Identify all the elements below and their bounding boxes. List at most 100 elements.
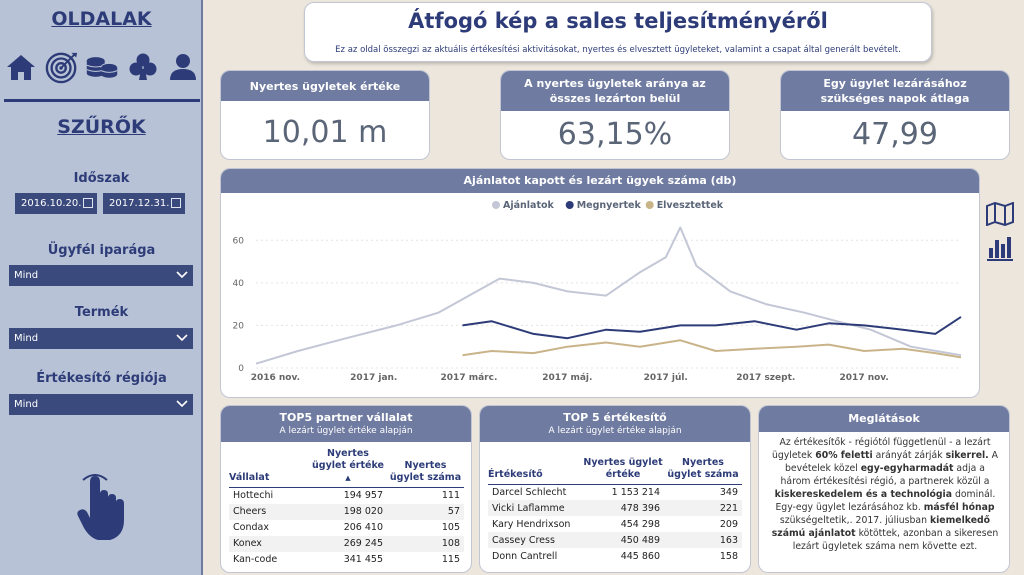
cell-value: 206 410 [343,522,383,533]
region-dropdown[interactable]: Mind [9,394,193,415]
cell-value: 1 153 214 [611,486,660,498]
user-icon[interactable] [166,50,200,84]
home-icon[interactable] [4,50,38,84]
target-icon[interactable] [45,50,79,84]
calendar-icon[interactable] [171,198,181,208]
cell-name: Cassey Cress [488,532,582,548]
cell-count: 115 [441,554,460,565]
cell-name: Darcel Schlecht [492,486,567,498]
chart-card: Ajánlatot kapott és lezárt ügyek száma (… [220,168,980,398]
kpi-value: 63,15% [557,117,673,152]
x-tick-label: 2017 nov. [840,373,889,383]
legend-label: Megnyertek [577,200,642,211]
column-header[interactable]: Nyertes ügylet értéke ▲ [309,448,387,488]
column-header[interactable]: Vállalat [229,448,309,488]
cell-count: 57 [387,503,464,520]
y-tick-label: 20 [233,321,245,331]
column-header[interactable]: Nyertes ügylet értéke [582,448,664,485]
cell-count: 108 [387,535,464,552]
product-dropdown[interactable]: Mind [9,328,193,349]
cell-name: Vicki Laflamme [488,500,582,516]
cell-name: Donn Cantrell [492,550,558,562]
table-row[interactable]: Cassey Cress 450 489 163 [488,532,742,548]
partners-title: TOP5 partner vállalat [279,411,413,424]
insights-card: Meglátások Az értékesítők - régiótól füg… [758,405,1010,573]
cell-value: 445 860 [620,550,660,562]
table-row[interactable]: Kan-code 341 455 115 [229,552,464,568]
partners-subtitle: A lezárt ügylet értéke alapján [279,426,413,436]
cell-value: 341 455 [343,554,383,565]
partners-header: TOP5 partner vállalat A lezárt ügylet ér… [221,406,471,442]
sellers-table: Értékesítő Nyertes ügylet értéke Nyertes… [488,448,742,564]
sellers-header: TOP 5 értékesítő A lezárt ügylet értéke … [480,406,750,442]
kpi-label: Egy ügylet lezárásához szükséges napok á… [781,71,1009,111]
table-row[interactable]: Hottechi 194 957 111 [229,488,464,504]
table-row[interactable]: Condax 206 410 105 [229,520,464,536]
filters-title: SZŰRŐK [57,116,146,138]
cell-count: 105 [441,522,460,533]
x-tick-label: 2017 jan. [350,373,397,383]
series-line [462,316,962,340]
date-from-input[interactable]: 2016.10.20. [15,193,97,214]
cell-count: 349 [719,486,738,498]
chevron-down-icon [176,334,188,342]
period-label: Időszak [73,171,130,186]
legend-label: Ajánlatok [503,200,555,211]
kpi-value: 10,01 m [262,115,388,150]
pages-title: OLDALAK [51,8,152,30]
legend-label: Elvesztettek [657,200,724,211]
series-line [255,226,962,365]
column-header[interactable]: Nyertes ügylet száma [664,448,742,485]
cell-value: 478 396 [582,500,664,516]
y-tick-label: 0 [238,364,244,374]
kpi-value: 47,99 [852,117,938,152]
table-row[interactable]: Donn Cantrell 445 860 158 [488,548,742,564]
legend-marker [565,201,574,209]
industry-dropdown[interactable]: Mind [9,265,193,286]
page-subtitle: Ez az oldal összegzi az aktuális értékes… [335,45,901,55]
date-to-value: 2017.12.31. [109,198,170,209]
sellers-title: TOP 5 értékesítő [563,411,667,424]
partners-table: Vállalat Nyertes ügylet értéke ▲ Nyertes … [229,448,464,568]
region-value: Mind [14,399,39,410]
column-header[interactable]: Értékesítő [488,448,582,485]
y-tick-label: 40 [233,279,245,289]
calendar-icon[interactable] [83,198,93,208]
cell-value: 198 020 [309,503,387,520]
cell-name: Kan-code [233,554,278,565]
column-header[interactable]: Nyertes ügylet száma [387,448,464,488]
x-tick-label: 2017 szept. [736,373,795,383]
cell-value: 269 245 [309,535,387,552]
x-tick-label: 2017 máj. [542,373,592,383]
sellers-subtitle: A lezárt ügylet értéke alapján [548,426,682,436]
bar-chart-icon[interactable] [980,230,1020,266]
chevron-down-icon [176,271,188,279]
kpi-label: Nyertes ügyletek értéke [221,71,429,101]
cell-name: Konex [229,535,309,552]
table-row[interactable]: Cheers 198 020 57 [229,503,464,520]
product-value: Mind [14,333,39,344]
cell-count: 158 [719,550,738,562]
legend-marker [492,201,500,209]
legend-marker [645,201,654,209]
x-tick-label: 2016 nov. [251,373,300,383]
cell-count: 221 [664,500,742,516]
cell-value: 194 957 [343,490,383,502]
club-icon[interactable] [126,50,160,84]
industry-label: Ügyfél iparága [47,243,156,258]
insights-title: Meglátások [759,406,1009,432]
table-row[interactable]: Kary Hendrixson 454 298 209 [488,516,742,532]
table-row[interactable]: Konex 269 245 108 [229,535,464,552]
line-chart: 0 20 40 60 2016 nov. 2017 jan. 2017 márc. 2017 … [233,200,962,383]
kpi-label: A nyertes ügyletek aránya az összes lezá… [501,71,729,111]
table-row[interactable]: Vicki Laflamme 478 396 221 [488,500,742,516]
date-from-value: 2016.10.20. [21,198,82,209]
map-icon[interactable] [980,196,1020,232]
date-to-input[interactable]: 2017.12.31. [103,193,185,214]
page-nav [4,50,200,84]
product-label: Termék [74,305,129,320]
cell-value: 454 298 [620,518,660,530]
table-row[interactable]: Darcel Schlecht 1 153 214 349 [488,484,742,500]
coins-icon[interactable] [85,50,119,84]
y-tick-label: 60 [233,236,245,246]
